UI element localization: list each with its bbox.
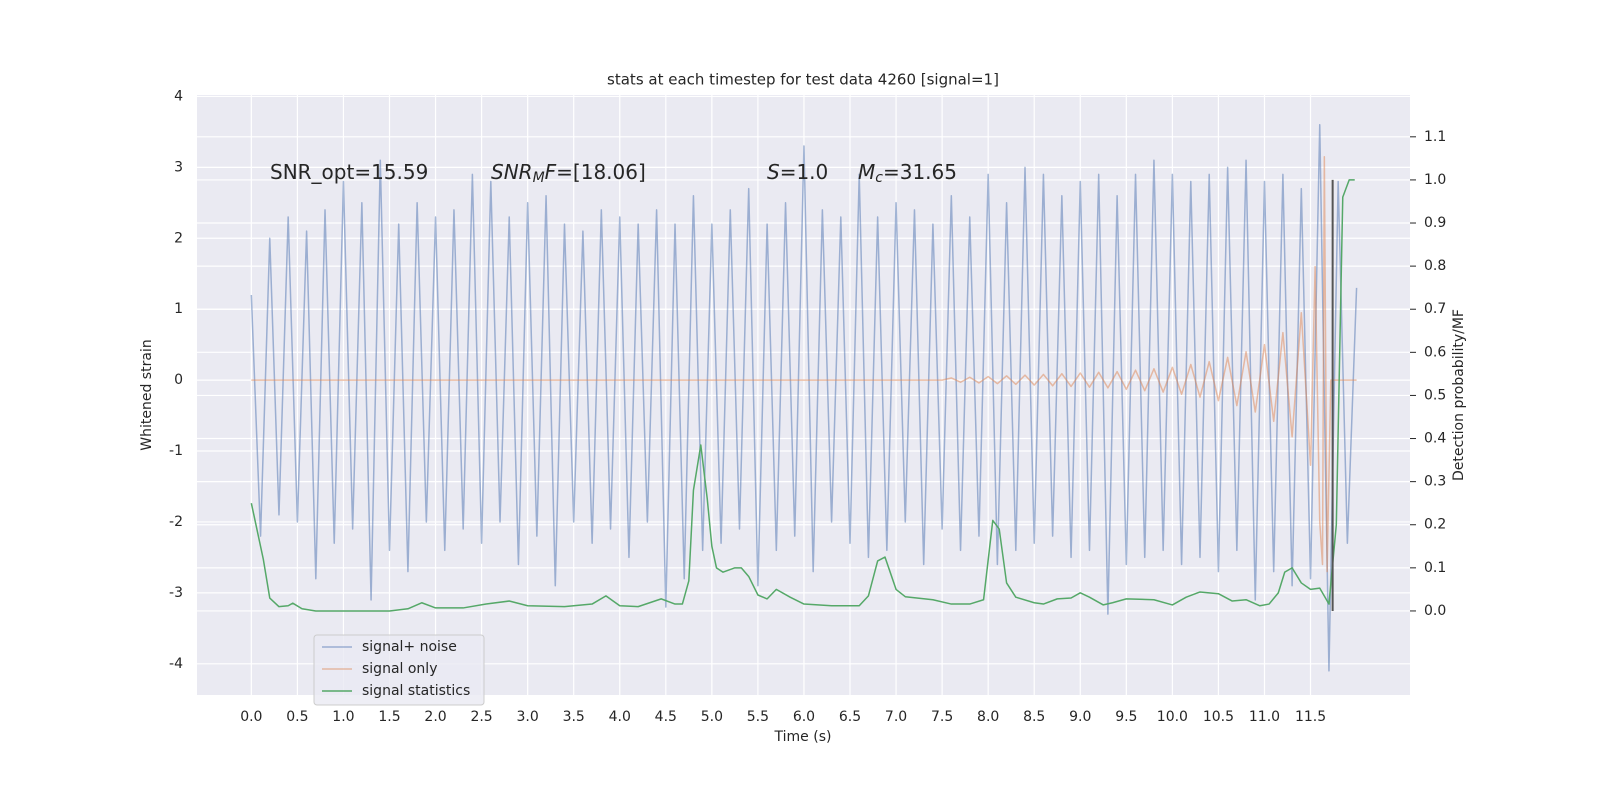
marks-layer	[250, 124, 1358, 672]
y2-tick-label: 1.1	[1424, 129, 1446, 145]
annotation-run: SNR_opt=15.59	[270, 160, 428, 184]
y2-tick-label: 0.9	[1424, 215, 1446, 231]
y2-tick-label: 0.4	[1424, 431, 1446, 447]
annotation: SNRMF=[18.06]	[491, 160, 646, 187]
annotation-run: SNR	[491, 160, 533, 184]
x-tick-label: 1.0	[332, 709, 354, 725]
annotation-run: M	[858, 160, 875, 184]
legend-label: signal statistics	[362, 683, 470, 699]
x-tick-label: 7.5	[931, 709, 953, 725]
x-tick-label: 11.0	[1249, 709, 1280, 725]
legend-label: signal+ noise	[362, 639, 457, 655]
x-tick-label: 4.0	[609, 709, 631, 725]
annotation-run: c	[875, 170, 883, 186]
y2-tick-label: 0.0	[1424, 603, 1446, 619]
x-tick-label: 2.5	[470, 709, 492, 725]
labels-layer: 0.0 0.5 1.0 1.5 2.0 2.5 3.0 3.5 4.0 4.5 5.0 5.5 6.0 6…	[169, 88, 1446, 725]
annotation: S=1.0	[767, 160, 828, 184]
x-tick-label: 8.0	[977, 709, 999, 725]
legend-box	[313, 634, 485, 706]
y-tick-label: 0	[174, 372, 183, 388]
annotation-run: F	[545, 160, 557, 184]
annotation: Mc=31.65	[858, 160, 957, 187]
annotation-run: M	[533, 170, 545, 186]
x-tick-label: 6.5	[839, 709, 861, 725]
x-axis-label: Time (s)	[774, 729, 832, 745]
x-tick-label: 10.5	[1203, 709, 1234, 725]
y2-tick-label: 0.8	[1424, 258, 1446, 274]
y-tick-label: 4	[174, 88, 183, 104]
series-line	[250, 124, 1358, 672]
y-tick-label: 1	[174, 301, 183, 317]
legend: signal+ noise signal only signal statistic…	[313, 634, 485, 706]
y-tick-label: -2	[169, 514, 183, 530]
y-axis-label: Whitened strain	[139, 339, 155, 450]
x-tick-label: 1.5	[378, 709, 400, 725]
x-tick-label: 5.0	[701, 709, 723, 725]
y2-tick-label: 0.7	[1424, 301, 1446, 317]
y2-tick-label: 0.1	[1424, 560, 1446, 576]
x-tick-label: 7.0	[885, 709, 907, 725]
x-tick-label: 10.0	[1157, 709, 1188, 725]
x-tick-label: 2.0	[424, 709, 446, 725]
chart-title: stats at each timestep for test data 426…	[607, 71, 999, 89]
y-tick-label: -4	[169, 656, 183, 672]
y2-tick-label: 0.3	[1424, 474, 1446, 490]
annotation: SNR_opt=15.59	[270, 160, 428, 184]
y2-tick-label: 0.6	[1424, 344, 1446, 360]
x-tick-label: 5.5	[747, 709, 769, 725]
annotation-run: =[18.06]	[556, 160, 646, 184]
y2-tick-label: 0.2	[1424, 517, 1446, 533]
x-tick-label: 9.0	[1069, 709, 1091, 725]
series-line	[251, 155, 1357, 573]
x-tick-label: 3.0	[517, 709, 539, 725]
y-tick-label: -1	[169, 443, 183, 459]
x-tick-label: 11.5	[1295, 709, 1326, 725]
y-tick-label: 3	[174, 159, 183, 175]
series-line	[250, 179, 1355, 612]
annotation-run: S	[767, 160, 780, 184]
x-tick-label: 9.5	[1115, 709, 1137, 725]
x-tick-label: 0.0	[240, 709, 262, 725]
x-tick-label: 8.5	[1023, 709, 1045, 725]
annotation-run: =31.65	[883, 160, 957, 184]
y2-axis-label: Detection probability/MF	[1451, 309, 1467, 481]
annotation-run: =1.0	[780, 160, 829, 184]
x-tick-label: 0.5	[286, 709, 308, 725]
y-tick-label: 2	[174, 230, 183, 246]
y-tick-label: -3	[169, 585, 183, 601]
legend-label: signal only	[362, 661, 437, 677]
y2-tick-label: 1.0	[1424, 172, 1446, 188]
x-tick-label: 3.5	[563, 709, 585, 725]
x-tick-label: 6.0	[793, 709, 815, 725]
y2-tick-label: 0.5	[1424, 387, 1446, 403]
x-tick-label: 4.5	[655, 709, 677, 725]
